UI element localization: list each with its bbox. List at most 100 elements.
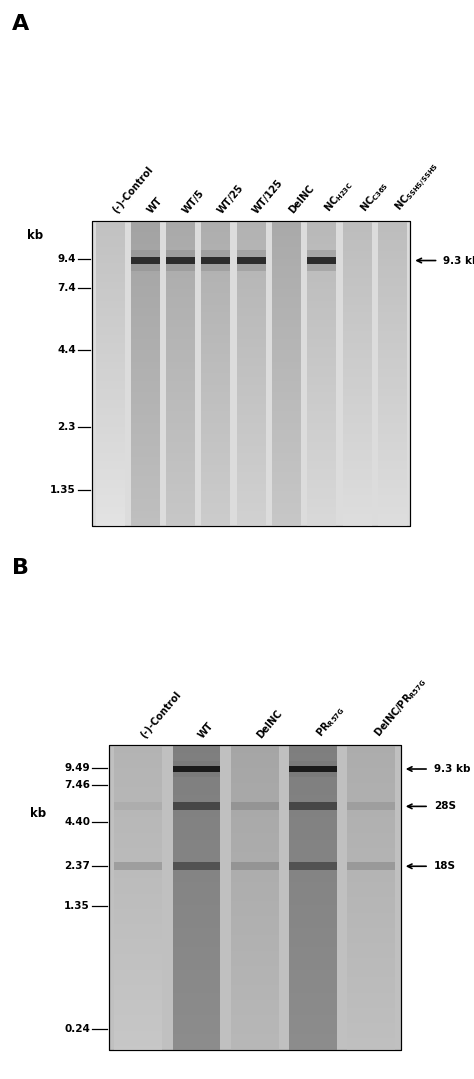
Bar [378,388,407,393]
Bar [96,358,125,361]
Bar [114,1023,162,1027]
Bar [201,354,230,358]
Bar [343,339,372,343]
Bar [343,369,372,373]
Bar [347,978,395,981]
Bar [231,966,279,970]
Bar [173,866,220,871]
Bar [173,848,220,851]
Bar [307,411,336,415]
Bar [272,503,301,507]
Bar [173,803,220,810]
Bar [347,859,395,863]
Bar [289,1015,337,1020]
Bar [231,890,279,893]
Bar [237,438,266,442]
Bar [166,446,195,450]
Bar [166,286,195,289]
Bar [307,354,336,358]
Bar [166,396,195,400]
Bar [307,251,336,255]
Bar [289,978,337,981]
Bar [237,331,266,336]
Bar [237,366,266,369]
Bar [289,844,337,848]
Bar [173,825,220,829]
Bar [173,875,220,878]
Bar [201,461,230,465]
Bar [231,776,279,779]
Bar [272,377,301,381]
Bar [272,293,301,297]
Bar [237,286,266,289]
Bar [96,476,125,480]
Bar [166,442,195,446]
Bar [114,856,162,859]
Bar [343,453,372,457]
Bar [131,411,160,415]
Bar [131,431,160,434]
Text: WT: WT [146,195,164,215]
Bar [166,278,195,282]
Bar [166,267,195,270]
Bar [166,354,195,358]
Bar [173,962,220,966]
Bar [166,293,195,297]
Bar [289,951,337,955]
Bar [307,270,336,274]
Bar [201,450,230,453]
Bar [343,510,372,515]
Bar [96,331,125,336]
Bar [166,453,195,457]
Bar [166,351,195,354]
Bar [347,875,395,878]
Bar [173,939,220,943]
Bar [272,388,301,393]
Bar [114,871,162,875]
Bar [347,928,395,931]
Bar [166,411,195,415]
Bar [173,943,220,947]
Bar [307,510,336,515]
Bar [289,955,337,958]
Bar [289,776,337,779]
Bar [307,442,336,446]
Bar [173,886,220,890]
Bar [307,426,336,431]
Bar [166,309,195,312]
Bar [114,761,162,764]
Bar [114,909,162,913]
Bar [237,293,266,297]
Bar [307,286,336,289]
Bar [347,939,395,943]
Bar [231,901,279,905]
Bar [307,385,336,388]
Bar [166,500,195,503]
Bar [131,354,160,358]
Bar [289,1020,337,1023]
Bar [114,970,162,973]
Bar [131,426,160,431]
Bar [131,434,160,438]
Bar [272,468,301,473]
Bar [114,768,162,771]
Bar [289,913,337,916]
Bar [96,480,125,483]
Bar [166,369,195,373]
Bar [201,476,230,480]
Bar [173,756,220,761]
Bar [272,434,301,438]
Bar [289,825,337,829]
Bar [237,221,266,224]
Bar [201,510,230,515]
Bar [347,955,395,958]
Bar [201,377,230,381]
Bar [237,518,266,522]
Bar [343,381,372,385]
Bar [96,328,125,331]
Bar [173,859,220,863]
Bar [307,257,336,264]
Bar [166,361,195,366]
Bar [201,400,230,404]
Bar [272,426,301,431]
